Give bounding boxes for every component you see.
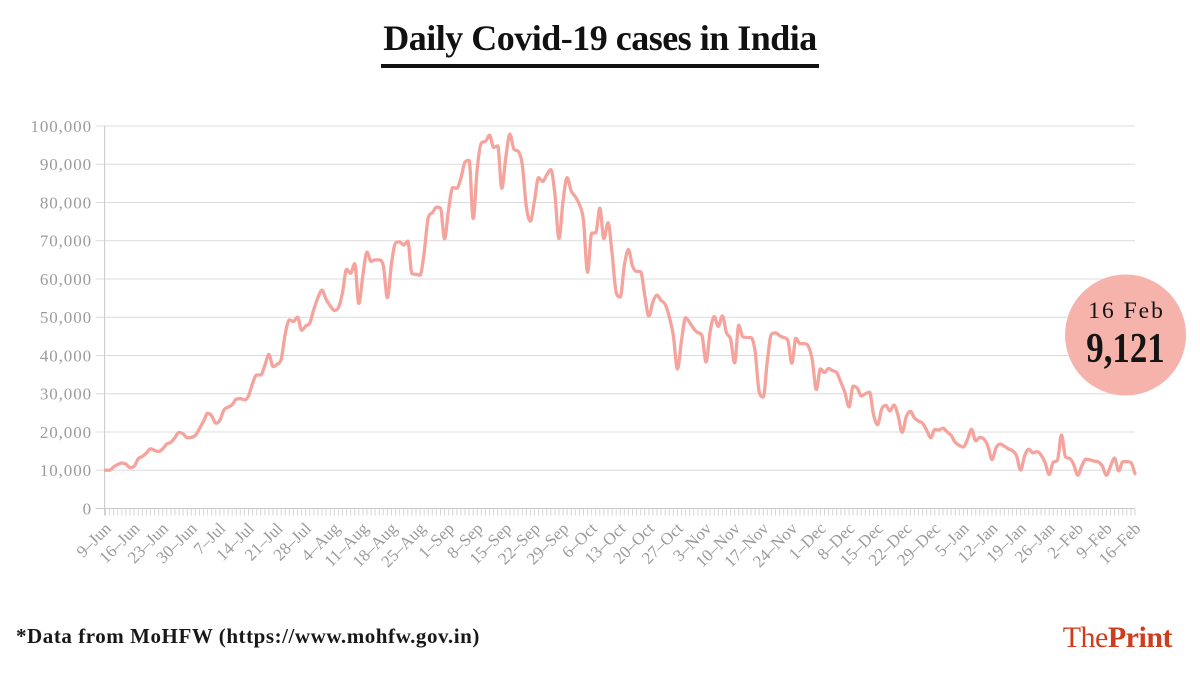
svg-text:30,000: 30,000 — [40, 385, 92, 404]
svg-text:90,000: 90,000 — [40, 155, 92, 174]
svg-text:10,000: 10,000 — [40, 461, 92, 480]
svg-text:70,000: 70,000 — [40, 232, 92, 251]
svg-text:40,000: 40,000 — [40, 346, 92, 365]
svg-text:100,000: 100,000 — [30, 117, 92, 136]
svg-text:80,000: 80,000 — [40, 193, 92, 212]
svg-text:9,121: 9,121 — [1086, 326, 1164, 372]
svg-text:16 Feb: 16 Feb — [1088, 298, 1165, 324]
svg-text:0: 0 — [83, 499, 92, 518]
svg-text:50,000: 50,000 — [40, 308, 92, 327]
svg-text:60,000: 60,000 — [40, 270, 92, 289]
svg-text:20,000: 20,000 — [40, 423, 92, 442]
